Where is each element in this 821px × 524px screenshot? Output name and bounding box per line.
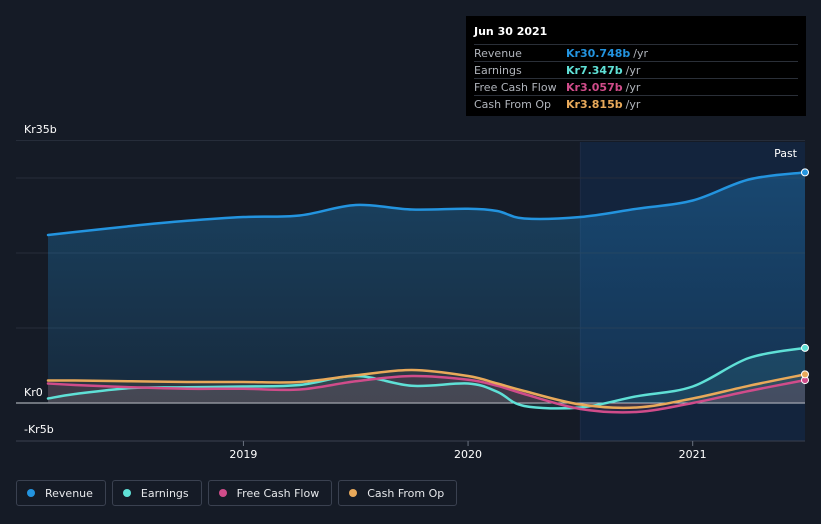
area-cash-from-op — [48, 369, 805, 408]
series-line-cash-from-op — [46, 368, 807, 410]
y-tick-label: -Kr5b — [24, 423, 54, 436]
legend-dot-icon — [122, 489, 131, 497]
tooltip-label: Cash From Op — [474, 97, 552, 111]
legend-item-cash-from-op[interactable]: Cash From Op — [338, 480, 458, 506]
tooltip-label: Earnings — [474, 63, 522, 77]
legend-item-earnings[interactable]: Earnings — [111, 480, 202, 506]
legend-label: Earnings — [140, 486, 189, 500]
area-earnings — [48, 347, 805, 409]
x-tick-label: 2019 — [229, 448, 257, 461]
tooltip-unit: /yr — [625, 80, 641, 94]
tooltip-label: Free Cash Flow — [474, 80, 557, 94]
legend-dot-icon — [218, 489, 227, 497]
tooltip: Jun 30 2021 Revenue Kr30.748b /yr Earnin… — [466, 16, 806, 116]
legend-item-revenue[interactable]: Revenue — [16, 480, 106, 506]
y-tick-label: Kr0 — [24, 386, 43, 399]
tooltip-unit: /yr — [633, 46, 649, 60]
end-point-revenue — [801, 168, 809, 177]
tooltip-row-revenue: Revenue Kr30.748b /yr — [474, 44, 798, 61]
legend-dot-icon — [27, 489, 35, 497]
tooltip-value: Kr3.815b — [566, 97, 623, 111]
legend-label: Revenue — [45, 486, 93, 500]
tooltip-unit: /yr — [625, 97, 641, 111]
end-point-earnings — [801, 343, 809, 352]
legend-item-free-cash-flow[interactable]: Free Cash Flow — [207, 480, 333, 506]
x-tick-label: 2020 — [454, 448, 482, 461]
legend-dot-icon — [349, 489, 358, 497]
legend-label: Free Cash Flow — [236, 486, 320, 500]
tooltip-value: Kr7.347b — [566, 63, 623, 77]
legend: Revenue Earnings Free Cash Flow Cash Fro… — [16, 480, 458, 506]
legend-label: Cash From Op — [367, 486, 445, 500]
tooltip-value: Kr3.057b — [566, 80, 623, 94]
tooltip-label: Revenue — [474, 46, 522, 60]
tooltip-row-free-cash-flow: Free Cash Flow Kr3.057b /yr — [474, 78, 798, 95]
y-tick-label: Kr35b — [24, 123, 57, 136]
tooltip-unit: /yr — [625, 63, 641, 77]
tooltip-value: Kr30.748b — [566, 46, 631, 60]
area-revenue — [48, 172, 805, 403]
tooltip-date: Jun 30 2021 — [474, 25, 548, 38]
tooltip-row-earnings: Earnings Kr7.347b /yr — [474, 61, 798, 78]
end-point-cash-from-op — [801, 370, 809, 379]
x-tick-label: 2021 — [679, 448, 707, 461]
series-line-free-cash-flow — [46, 374, 807, 414]
tooltip-row-cash-from-op: Cash From Op Kr3.815b /yr — [474, 95, 798, 112]
area-free-cash-flow — [48, 375, 805, 413]
series-line-revenue — [46, 171, 807, 237]
past-label: Past — [774, 147, 798, 160]
